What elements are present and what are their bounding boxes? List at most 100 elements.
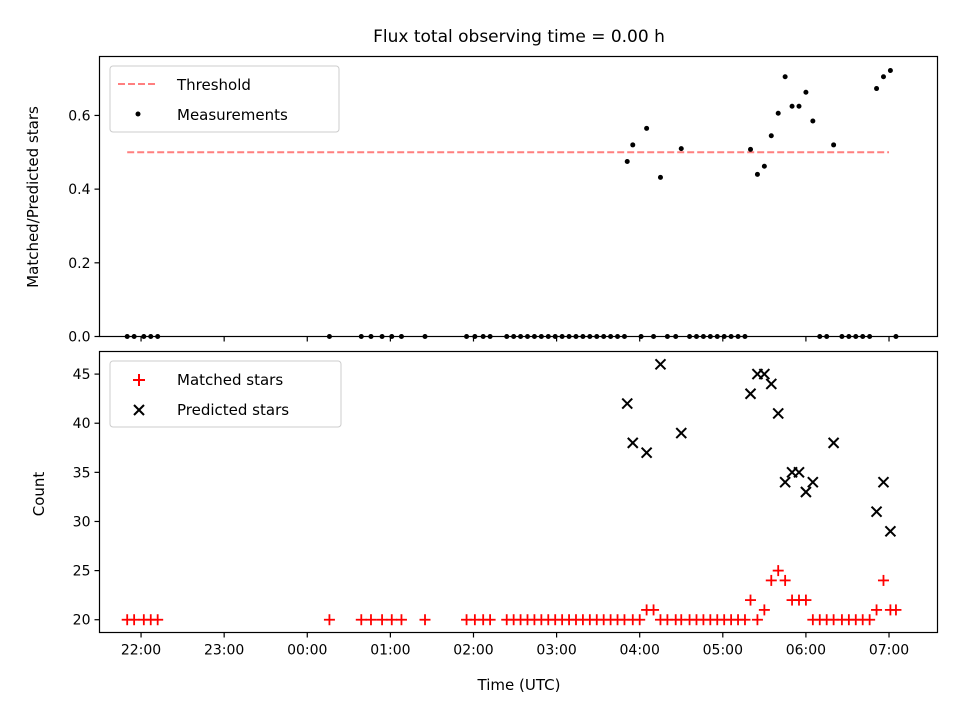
bottom-y-tick-label: 25 — [73, 564, 91, 580]
x-tick-label: 00:00 — [287, 643, 327, 659]
matched-star-point — [871, 604, 883, 616]
measurements-legend-label: Measurements — [177, 106, 288, 124]
top-y-tick-label: 0.0 — [68, 330, 90, 346]
matched-star-point — [765, 574, 777, 586]
x-tick-label: 22:00 — [121, 643, 161, 659]
predicted-star-point — [779, 476, 791, 488]
predicted-star-point — [870, 505, 883, 518]
threshold-legend-label: Threshold — [176, 76, 251, 94]
predicted-star-point — [744, 388, 757, 400]
bottom-panel-ticks: 20 25 30 35 40 45 22:00 23:00 00:00 01:00 02:00 03:… — [73, 367, 910, 658]
matched-star-point — [864, 614, 876, 626]
measurement-point — [789, 103, 795, 109]
predicted-star-point — [758, 368, 771, 380]
x-tick-label: 02:00 — [453, 643, 493, 659]
matched-star-point — [890, 604, 902, 616]
measurement-point — [678, 146, 684, 152]
measurement-point — [782, 74, 788, 80]
top-legend-box — [109, 65, 340, 133]
matched-star-point — [386, 614, 398, 626]
matched-star-point — [634, 614, 646, 626]
predicted-legend-swatch — [133, 404, 145, 416]
measurement-point — [810, 118, 816, 124]
measurement-point — [887, 68, 893, 73]
x-axis-label: Time (UTC) — [477, 676, 561, 694]
predicted-star-point — [793, 466, 805, 479]
predicted-legend-label: Predicted stars — [177, 401, 289, 419]
measurement-point — [630, 142, 636, 148]
x-tick-label: 23:00 — [204, 643, 244, 659]
predicted-star-point — [621, 397, 633, 410]
predicted-star-point — [827, 437, 840, 449]
measurement-point — [831, 142, 837, 148]
matched-star-point — [484, 614, 496, 626]
matched-star-point — [355, 614, 367, 626]
matched-star-point — [376, 614, 388, 626]
measurement-point — [761, 163, 767, 169]
x-tick-label: 04:00 — [620, 643, 660, 659]
bottom-y-tick-label: 40 — [73, 416, 91, 432]
chart-title: Flux total observing time = 0.00 h — [373, 27, 665, 47]
matched-star-point — [800, 594, 812, 606]
predicted-star-point — [807, 476, 819, 488]
x-tick-label: 06:00 — [786, 643, 826, 659]
predicted-star-point — [765, 378, 777, 390]
predicted-star-point — [627, 437, 639, 449]
top-panel-frame — [98, 55, 939, 338]
predicted-star-point — [884, 525, 897, 538]
matched-star-point — [758, 604, 770, 616]
bottom-y-tick-label: 35 — [73, 465, 91, 481]
matched-legend-label: Matched stars — [177, 371, 283, 389]
matched-star-point — [152, 614, 164, 626]
matched-star-point — [751, 614, 763, 626]
measurement-point — [754, 171, 760, 177]
bottom-panel-marks — [121, 358, 902, 626]
measurement-point — [874, 86, 880, 92]
matched-star-point — [779, 574, 791, 586]
top-y-tick-label: 0.6 — [68, 108, 90, 124]
x-tick-label: 07:00 — [869, 643, 909, 659]
measurement-point — [775, 110, 781, 116]
predicted-star-point — [654, 358, 667, 370]
bottom-panel-frame — [98, 350, 939, 634]
measurement-point — [657, 174, 663, 180]
matched-star-point — [365, 614, 377, 626]
measurement-point — [748, 146, 754, 152]
measurement-point — [880, 74, 886, 80]
bottom-legend-box — [109, 360, 342, 428]
matched-star-point — [877, 574, 889, 586]
predicted-star-point — [800, 486, 812, 498]
top-panel-ticks: 0.0 0.2 0.4 0.6 — [68, 108, 890, 346]
bottom-y-tick-label: 20 — [73, 613, 91, 629]
predicted-star-point — [772, 407, 784, 420]
x-tick-label: 03:00 — [536, 643, 576, 659]
bottom-y-axis-label: Count — [30, 472, 48, 517]
matched-star-point — [323, 614, 335, 626]
bottom-legend: Matched stars Predicted stars — [109, 360, 342, 428]
x-tick-label: 05:00 — [703, 643, 743, 659]
predicted-star-point — [877, 476, 890, 488]
top-y-tick-label: 0.2 — [68, 256, 90, 272]
measurements-legend-swatch — [135, 111, 141, 117]
bottom-y-tick-label: 45 — [73, 367, 91, 383]
measurement-point — [803, 89, 809, 95]
top-panel-marks — [124, 68, 899, 339]
top-legend: Threshold Measurements — [109, 65, 340, 133]
matched-star-point — [745, 594, 757, 606]
predicted-star-point — [675, 427, 687, 439]
measurement-point — [644, 125, 650, 131]
top-y-tick-label: 0.4 — [68, 182, 90, 198]
matched-star-point — [739, 614, 751, 626]
measurement-point — [624, 159, 630, 164]
matched-star-point — [395, 614, 407, 626]
predicted-star-point — [640, 446, 653, 459]
top-y-axis-label: Matched/Predicted stars — [24, 106, 42, 288]
x-tick-label: 01:00 — [370, 643, 410, 659]
matched-star-point — [128, 614, 140, 626]
matched-legend-swatch — [133, 374, 145, 386]
measurement-point — [796, 103, 802, 109]
bottom-y-tick-label: 30 — [73, 514, 91, 530]
measurement-point — [768, 133, 774, 139]
matched-star-point — [419, 614, 431, 626]
